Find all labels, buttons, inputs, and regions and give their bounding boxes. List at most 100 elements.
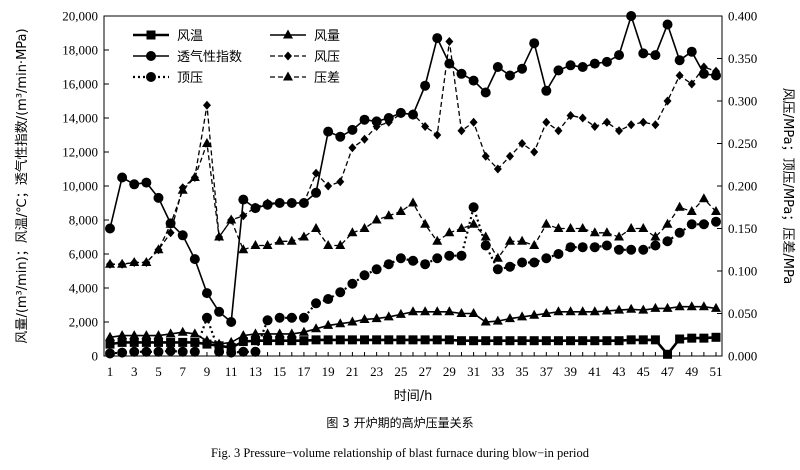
data-point	[444, 335, 454, 345]
x-tick-label: 21	[346, 364, 359, 379]
x-tick-label: 49	[685, 364, 698, 379]
data-point	[699, 333, 709, 343]
data-point	[371, 116, 382, 127]
data-point	[529, 309, 540, 319]
data-point	[602, 336, 612, 346]
legend-swatch-marker	[146, 51, 156, 61]
data-point	[456, 68, 467, 79]
data-point	[359, 313, 370, 323]
data-point	[505, 336, 515, 346]
data-point	[238, 194, 249, 205]
data-point	[626, 303, 637, 313]
data-point	[650, 50, 661, 61]
data-point	[639, 117, 648, 127]
data-point	[201, 288, 212, 299]
data-point	[275, 336, 285, 346]
data-point	[226, 336, 237, 346]
data-point	[565, 242, 576, 253]
data-point	[347, 278, 358, 289]
data-point	[432, 33, 443, 44]
data-point	[335, 131, 346, 142]
data-point	[492, 264, 503, 275]
data-point	[262, 240, 273, 249]
x-tick-label: 29	[443, 364, 456, 379]
data-point	[577, 306, 588, 316]
data-point	[662, 218, 673, 228]
data-point	[686, 219, 697, 230]
series-3	[105, 11, 721, 327]
data-point	[371, 264, 382, 275]
data-point	[529, 240, 540, 249]
data-point	[420, 259, 431, 270]
data-point	[626, 244, 637, 255]
figure-caption-english: Fig. 3 Pressure−volume relationship of b…	[211, 446, 589, 460]
data-point	[274, 235, 285, 245]
data-point	[274, 328, 285, 338]
data-point	[420, 218, 431, 228]
data-point	[347, 227, 358, 237]
data-point	[518, 139, 527, 148]
y-left-tick-label: 6,000	[69, 247, 98, 262]
data-point	[529, 336, 539, 346]
data-point	[589, 58, 600, 69]
data-point	[275, 198, 284, 208]
data-point	[480, 231, 491, 241]
axes: 0 2,000 4,000 6,000 8,000 10,000 12,000 14,000 1…	[14, 9, 795, 405]
y-left-tick-label: 14,000	[62, 111, 98, 126]
y-left-tick-label: 0	[92, 349, 99, 364]
data-point	[432, 253, 443, 264]
data-point	[201, 312, 212, 323]
data-point	[335, 240, 346, 249]
x-tick-label: 41	[588, 364, 601, 379]
data-point	[432, 235, 443, 245]
data-point	[347, 335, 357, 345]
figure-caption-chinese: 图 3 开炉期的高炉压量关系	[326, 416, 474, 430]
data-point	[286, 328, 297, 338]
legend-swatch-marker	[146, 72, 156, 82]
y-right-tick-label: 0.100	[728, 264, 757, 279]
data-point	[117, 258, 128, 268]
legend-swatch-marker	[283, 29, 293, 39]
data-point	[675, 334, 685, 344]
legend-label: 风量	[314, 29, 340, 44]
y-right-tick-label: 0.300	[728, 94, 757, 109]
data-point	[590, 336, 600, 346]
data-point	[602, 117, 611, 127]
data-point	[650, 231, 661, 241]
legend-label: 风温	[177, 29, 203, 44]
data-point	[626, 335, 636, 345]
data-point	[178, 337, 188, 347]
data-point	[554, 126, 563, 136]
plot-frame	[103, 15, 723, 357]
data-point	[323, 294, 334, 305]
x-tick-label: 19	[322, 364, 335, 379]
data-point	[456, 250, 467, 261]
data-point	[117, 337, 127, 347]
data-point	[396, 109, 405, 119]
data-point	[565, 223, 576, 232]
data-point	[444, 227, 455, 237]
data-point	[324, 181, 333, 191]
data-point	[408, 335, 418, 345]
data-point	[590, 122, 599, 131]
data-point	[359, 270, 370, 281]
data-point	[360, 335, 370, 345]
y-left-tick-label: 20,000	[62, 9, 98, 24]
data-point	[396, 335, 406, 345]
data-point	[553, 249, 564, 259]
data-point	[311, 298, 322, 309]
data-point	[250, 346, 261, 357]
data-point	[153, 330, 164, 340]
data-point	[601, 227, 612, 237]
data-point	[698, 193, 709, 203]
data-point	[323, 240, 334, 249]
x-tick-label: 5	[155, 364, 162, 379]
data-point	[589, 242, 600, 253]
data-point	[614, 50, 625, 61]
data-point	[129, 257, 140, 266]
data-point	[687, 79, 696, 89]
data-point	[686, 46, 697, 57]
data-point	[504, 70, 515, 81]
data-point	[638, 223, 649, 232]
data-point	[129, 337, 139, 347]
